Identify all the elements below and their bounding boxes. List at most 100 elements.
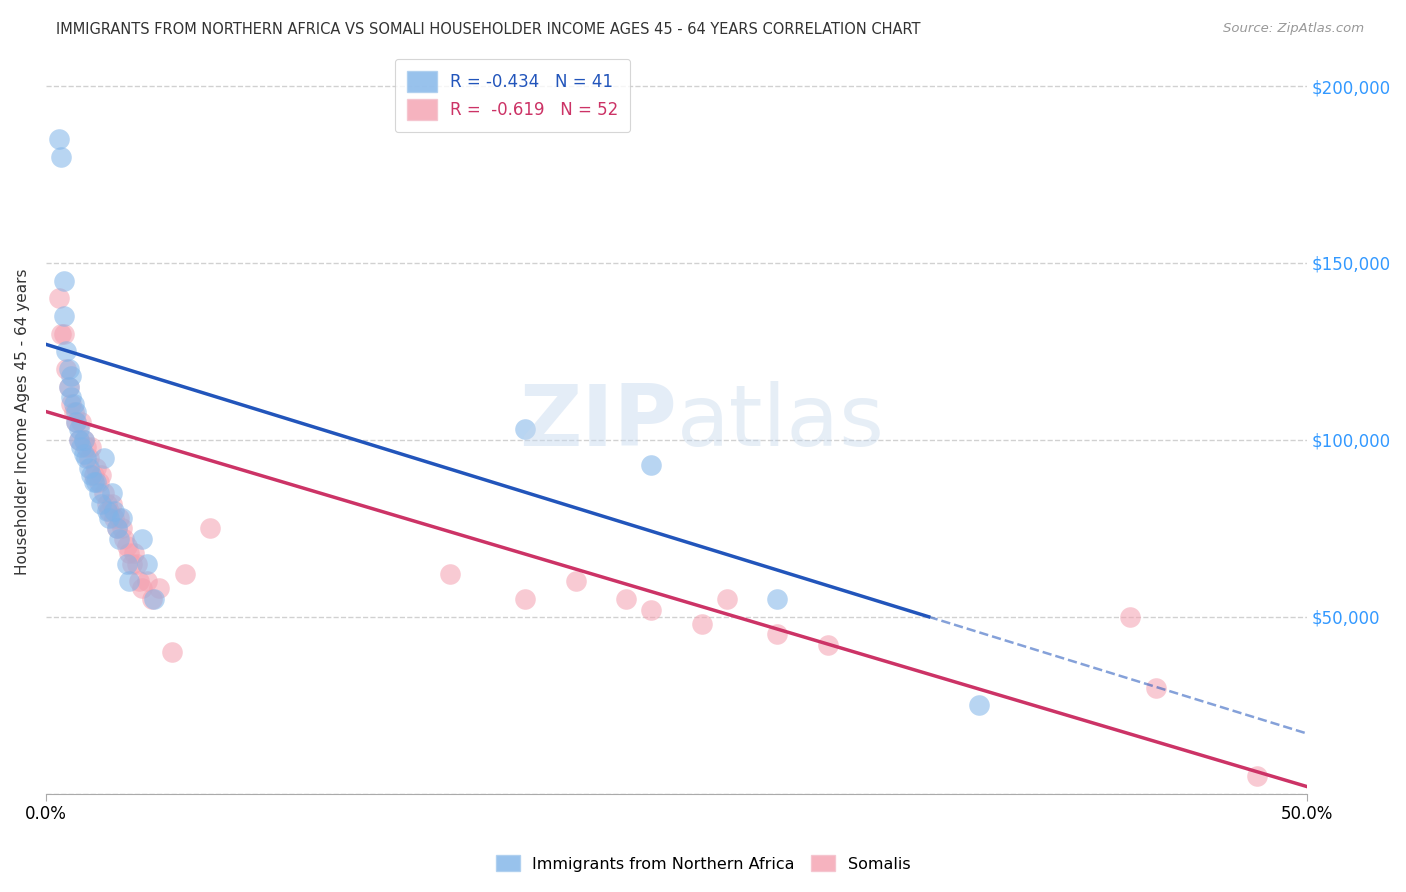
Point xyxy=(58,380,80,394)
Text: atlas: atlas xyxy=(676,381,884,464)
Point xyxy=(439,567,461,582)
Point xyxy=(93,450,115,465)
Point xyxy=(60,369,83,384)
Point xyxy=(98,503,121,517)
Point xyxy=(96,497,118,511)
Legend: Immigrants from Northern Africa, Somalis: Immigrants from Northern Africa, Somalis xyxy=(488,847,918,880)
Point xyxy=(817,638,839,652)
Point xyxy=(135,574,157,589)
Point xyxy=(614,592,637,607)
Point xyxy=(58,362,80,376)
Point xyxy=(75,440,97,454)
Point xyxy=(52,326,75,341)
Point xyxy=(135,557,157,571)
Point xyxy=(60,397,83,411)
Point xyxy=(103,503,125,517)
Point xyxy=(70,415,93,429)
Point xyxy=(86,461,108,475)
Point xyxy=(1144,681,1167,695)
Point xyxy=(67,433,90,447)
Point xyxy=(108,532,131,546)
Point xyxy=(125,557,148,571)
Point xyxy=(118,546,141,560)
Point xyxy=(90,497,112,511)
Point xyxy=(96,503,118,517)
Point xyxy=(93,486,115,500)
Point xyxy=(48,291,70,305)
Point xyxy=(103,510,125,524)
Point xyxy=(766,592,789,607)
Point xyxy=(640,603,662,617)
Point xyxy=(1119,609,1142,624)
Point xyxy=(640,458,662,472)
Text: IMMIGRANTS FROM NORTHERN AFRICA VS SOMALI HOUSEHOLDER INCOME AGES 45 - 64 YEARS : IMMIGRANTS FROM NORTHERN AFRICA VS SOMAL… xyxy=(56,22,921,37)
Point xyxy=(65,415,87,429)
Point xyxy=(87,486,110,500)
Point xyxy=(515,592,537,607)
Point xyxy=(105,521,128,535)
Point xyxy=(77,450,100,465)
Point xyxy=(131,582,153,596)
Point xyxy=(73,433,96,447)
Point xyxy=(1246,769,1268,783)
Point xyxy=(128,574,150,589)
Point xyxy=(515,422,537,436)
Point xyxy=(87,475,110,490)
Point xyxy=(52,309,75,323)
Point xyxy=(111,521,134,535)
Point xyxy=(98,510,121,524)
Point xyxy=(55,362,77,376)
Point xyxy=(80,468,103,483)
Point xyxy=(173,567,195,582)
Point xyxy=(112,532,135,546)
Point xyxy=(122,546,145,560)
Point xyxy=(65,404,87,418)
Legend: R = -0.434   N = 41, R =  -0.619   N = 52: R = -0.434 N = 41, R = -0.619 N = 52 xyxy=(395,59,630,132)
Point xyxy=(75,450,97,465)
Point xyxy=(65,415,87,429)
Point xyxy=(564,574,586,589)
Point xyxy=(716,592,738,607)
Point xyxy=(108,510,131,524)
Point xyxy=(70,440,93,454)
Point xyxy=(121,557,143,571)
Point xyxy=(62,397,84,411)
Point xyxy=(55,344,77,359)
Point xyxy=(80,440,103,454)
Point xyxy=(49,150,72,164)
Point xyxy=(115,557,138,571)
Point xyxy=(49,326,72,341)
Point xyxy=(83,475,105,490)
Point xyxy=(58,380,80,394)
Point xyxy=(148,582,170,596)
Point xyxy=(62,404,84,418)
Point xyxy=(105,521,128,535)
Point xyxy=(198,521,221,535)
Y-axis label: Householder Income Ages 45 - 64 years: Householder Income Ages 45 - 64 years xyxy=(15,268,30,575)
Point xyxy=(100,486,122,500)
Point xyxy=(83,468,105,483)
Point xyxy=(73,447,96,461)
Point xyxy=(118,574,141,589)
Point xyxy=(90,468,112,483)
Text: Source: ZipAtlas.com: Source: ZipAtlas.com xyxy=(1223,22,1364,36)
Point xyxy=(160,645,183,659)
Point xyxy=(141,592,163,607)
Point xyxy=(67,433,90,447)
Point xyxy=(131,532,153,546)
Point xyxy=(967,698,990,713)
Point xyxy=(48,132,70,146)
Point xyxy=(52,274,75,288)
Point xyxy=(86,475,108,490)
Point xyxy=(73,433,96,447)
Point xyxy=(143,592,166,607)
Text: ZIP: ZIP xyxy=(519,381,676,464)
Point xyxy=(100,497,122,511)
Point xyxy=(60,391,83,405)
Point xyxy=(690,616,713,631)
Point xyxy=(77,461,100,475)
Point xyxy=(67,422,90,436)
Point xyxy=(115,539,138,553)
Point xyxy=(766,627,789,641)
Point xyxy=(111,510,134,524)
